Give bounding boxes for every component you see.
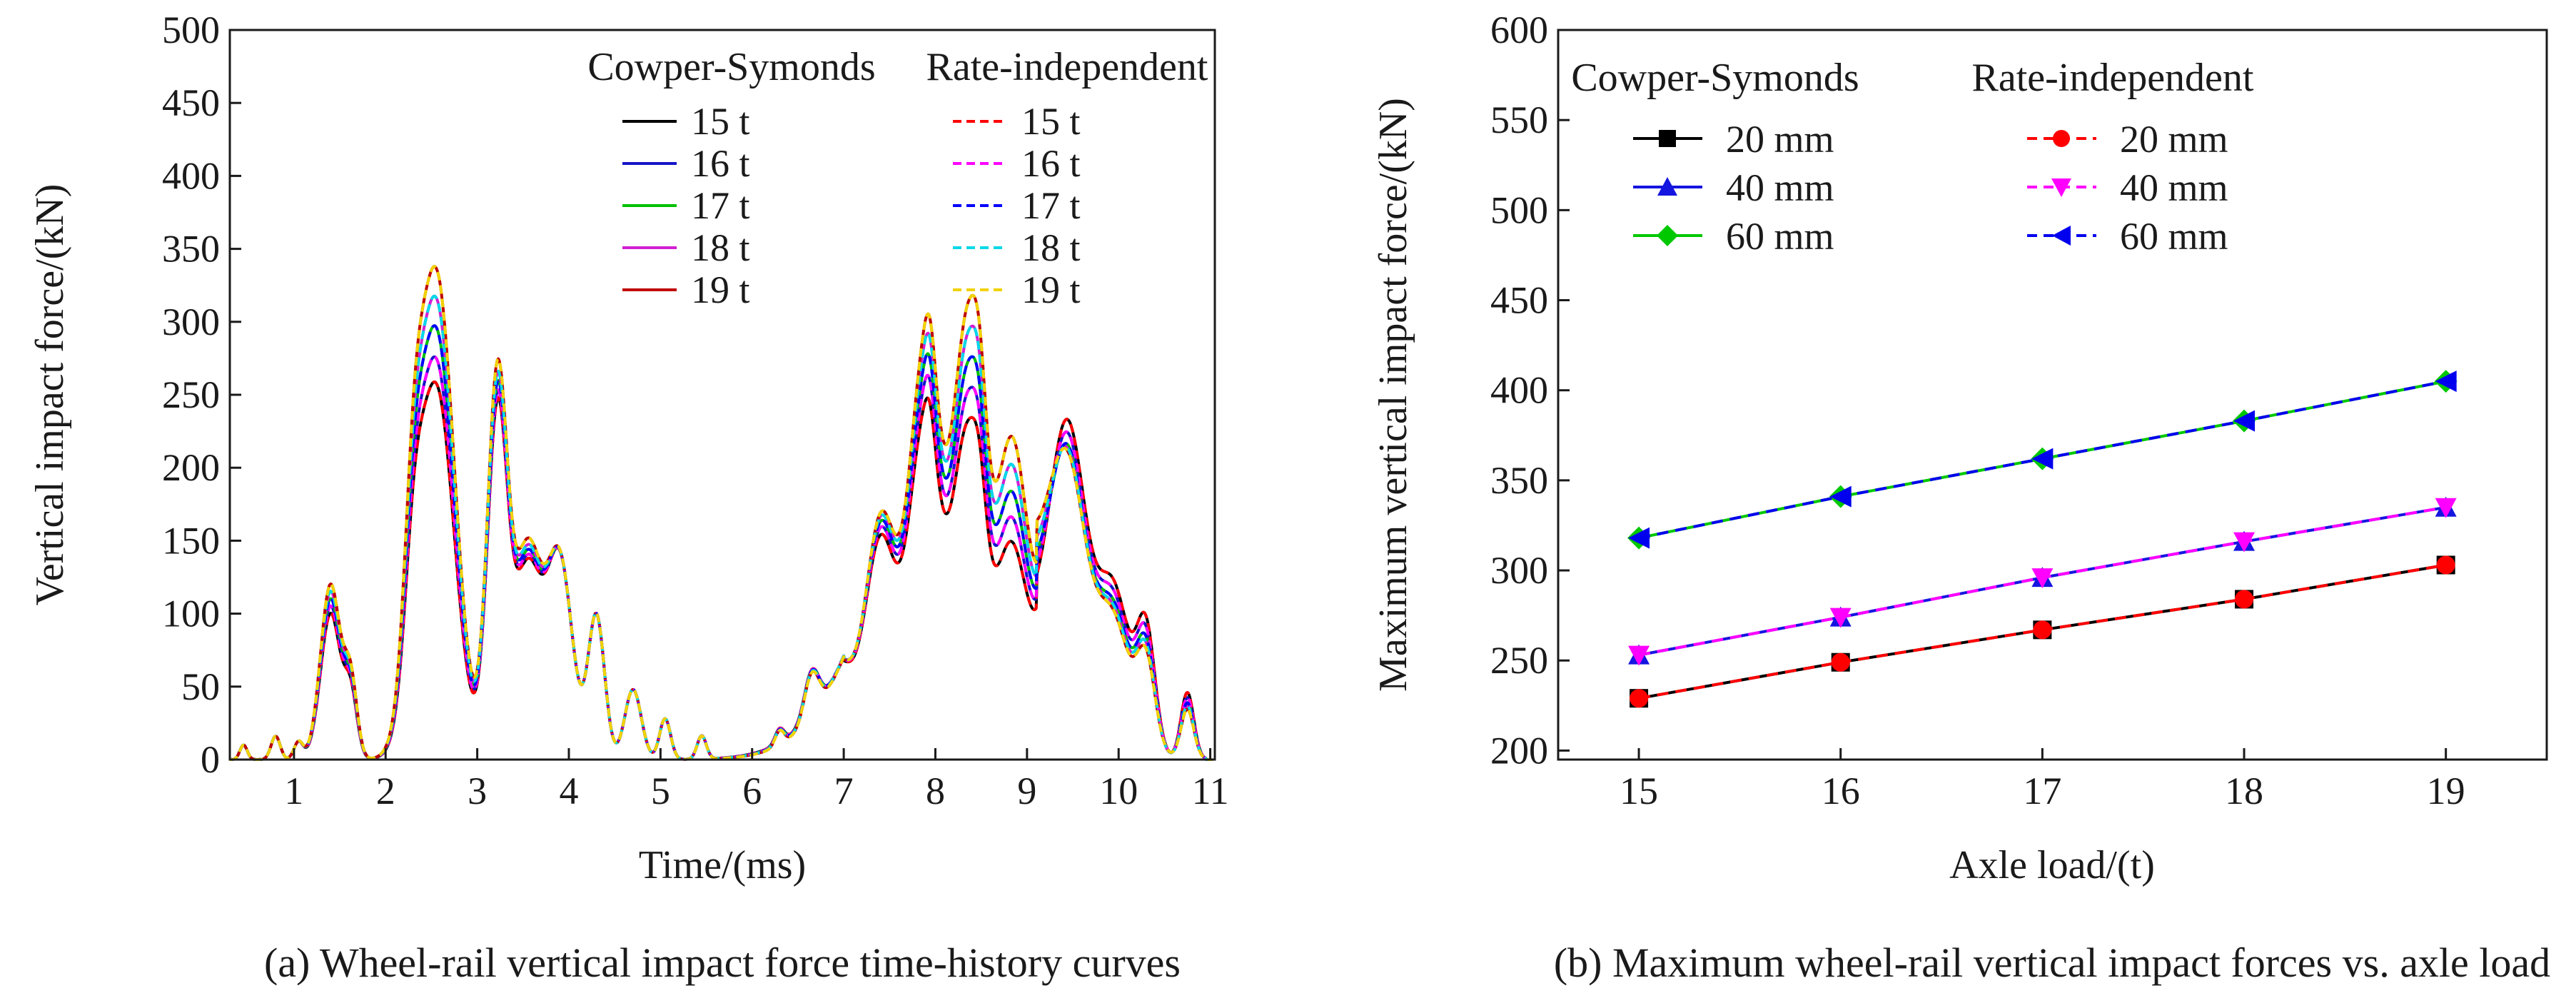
a-legend-label-ri-15t: 15 t bbox=[1021, 100, 1081, 143]
b-legend-marker-ri-40mm bbox=[2051, 178, 2071, 197]
a-y-tick-label: 400 bbox=[162, 154, 220, 197]
b-y-tick-label: 550 bbox=[1490, 99, 1548, 141]
b-axis-ticks: 15 16 17 18 19 200 250 300 350 400 450 500 550 600 bbox=[1490, 9, 2465, 812]
b-point-ri-60mm bbox=[1829, 485, 1852, 508]
b-x-tick-label: 15 bbox=[1620, 770, 1658, 812]
b-y-tick-label: 600 bbox=[1490, 9, 1548, 51]
b-y-tick-label: 350 bbox=[1490, 459, 1548, 502]
b-legend-label-ri-20mm: 20 mm bbox=[2120, 118, 2228, 161]
b-y-tick-label: 300 bbox=[1490, 549, 1548, 592]
a-legend-label-cs-19t: 19 t bbox=[691, 268, 750, 311]
b-point-ri-40mm bbox=[1829, 608, 1852, 628]
b-legend-label-cs-20mm: 20 mm bbox=[1726, 118, 1834, 161]
a-x-tick-label: 9 bbox=[1017, 770, 1036, 812]
a-x-tick-label: 3 bbox=[468, 770, 487, 812]
a-legend-label-cs-16t: 16 t bbox=[691, 142, 750, 185]
panel-b-max-force: 15 16 17 18 19 200 250 300 350 400 450 500 550 600 Ax… bbox=[1371, 9, 2550, 986]
b-legend-label-ri-60mm: 60 mm bbox=[2120, 215, 2228, 258]
b-point-ri-40mm bbox=[2031, 568, 2054, 589]
a-legend-label-cs-15t: 15 t bbox=[691, 100, 750, 143]
b-x-tick-label: 16 bbox=[1822, 770, 1860, 812]
a-x-tick-label: 8 bbox=[926, 770, 945, 812]
a-legend-label-cs-18t: 18 t bbox=[691, 226, 750, 269]
b-point-ri-40mm bbox=[2233, 532, 2256, 553]
b-x-tick-label: 19 bbox=[2427, 770, 2465, 812]
a-x-axis-label: Time/(ms) bbox=[639, 843, 806, 887]
a-y-tick-label: 300 bbox=[162, 301, 220, 343]
a-legend: Cowper-Symonds Rate-independent 15 t 16 … bbox=[587, 45, 1208, 311]
a-y-tick-label: 450 bbox=[162, 81, 220, 124]
b-x-tick-label: 18 bbox=[2225, 770, 2263, 812]
b-point-ri-20mm bbox=[2235, 590, 2254, 609]
a-y-tick-label: 50 bbox=[181, 665, 220, 708]
a-curve-ri-19t bbox=[229, 265, 1213, 761]
b-y-tick-label: 450 bbox=[1490, 279, 1548, 322]
b-legend-marker-cs-20mm bbox=[1659, 130, 1676, 147]
b-point-ri-20mm bbox=[2033, 620, 2052, 640]
a-y-tick-label: 200 bbox=[162, 446, 220, 489]
a-series-curves bbox=[229, 265, 1213, 761]
b-point-ri-40mm bbox=[1628, 645, 1650, 666]
a-axis-ticks: 1 2 3 4 5 6 7 8 9 10 11 0 50 100 150 200 250 300 350 400 450… bbox=[162, 9, 1229, 812]
b-legend-label-cs-40mm: 40 mm bbox=[1726, 166, 1834, 209]
a-legend-label-ri-16t: 16 t bbox=[1021, 142, 1081, 185]
b-point-ri-60mm bbox=[2031, 448, 2054, 470]
b-y-tick-label: 200 bbox=[1490, 729, 1548, 772]
a-y-axis-label: Vertical impact force/(kN) bbox=[28, 184, 72, 606]
a-y-tick-label: 250 bbox=[162, 373, 220, 416]
b-legend-label-cs-60mm: 60 mm bbox=[1726, 215, 1834, 258]
b-legend-marker-cs-60mm bbox=[1657, 225, 1678, 246]
a-x-tick-label: 6 bbox=[742, 770, 762, 812]
b-y-tick-label: 400 bbox=[1490, 369, 1548, 412]
b-x-axis-label: Axle load/(t) bbox=[1949, 843, 2155, 887]
a-x-tick-label: 2 bbox=[376, 770, 395, 812]
b-legend-label-ri-40mm: 40 mm bbox=[2120, 166, 2228, 209]
a-y-tick-label: 350 bbox=[162, 228, 220, 271]
b-y-tick-label: 250 bbox=[1490, 639, 1548, 682]
b-legend-marker-ri-60mm bbox=[2052, 226, 2071, 246]
b-point-ri-60mm bbox=[2233, 410, 2256, 432]
b-series-lines bbox=[1627, 370, 2458, 708]
b-point-ri-40mm bbox=[2435, 498, 2457, 518]
a-legend-label-ri-17t: 17 t bbox=[1021, 184, 1081, 227]
a-x-tick-label: 5 bbox=[651, 770, 670, 812]
b-legend-marker-ri-20mm bbox=[2053, 130, 2070, 147]
a-legend-label-ri-19t: 19 t bbox=[1021, 268, 1081, 311]
a-legend-header-cowper: Cowper-Symonds bbox=[587, 45, 875, 89]
b-legend-header-cowper: Cowper-Symonds bbox=[1571, 56, 1859, 100]
a-x-tick-label: 1 bbox=[284, 770, 303, 812]
a-y-tick-label: 500 bbox=[162, 9, 220, 51]
b-y-tick-label: 500 bbox=[1490, 188, 1548, 231]
a-y-tick-label: 100 bbox=[162, 593, 220, 635]
b-y-axis-label: Maximum vertical impact force/(kN) bbox=[1371, 98, 1415, 692]
a-x-tick-label: 10 bbox=[1099, 770, 1138, 812]
a-x-tick-label: 7 bbox=[834, 770, 854, 812]
a-legend-label-ri-18t: 18 t bbox=[1021, 226, 1081, 269]
b-legend: Cowper-Symonds Rate-independent 20 mm 40… bbox=[1571, 56, 2254, 258]
b-plot-frame bbox=[1557, 29, 2548, 761]
a-x-tick-label: 4 bbox=[559, 770, 578, 812]
a-x-tick-label: 11 bbox=[1192, 770, 1229, 812]
b-point-ri-60mm bbox=[1628, 527, 1650, 549]
a-y-tick-label: 0 bbox=[201, 738, 220, 781]
b-point-ri-60mm bbox=[2435, 371, 2457, 393]
b-point-ri-20mm bbox=[2436, 555, 2455, 575]
panel-a-time-history: 1 2 3 4 5 6 7 8 9 10 11 0 50 100 150 200 250 300 350 400 450… bbox=[28, 9, 1229, 986]
a-legend-label-cs-17t: 17 t bbox=[691, 184, 750, 227]
a-curve-ri-17t bbox=[229, 324, 1213, 761]
b-legend-header-rate: Rate-independent bbox=[1972, 56, 2254, 100]
b-legend-marker-cs-40mm bbox=[1657, 177, 1677, 196]
b-point-ri-20mm bbox=[1831, 652, 1850, 672]
a-y-tick-label: 150 bbox=[162, 519, 220, 562]
a-caption: (a) Wheel-rail vertical impact force tim… bbox=[264, 939, 1181, 986]
b-x-tick-label: 17 bbox=[2023, 770, 2061, 812]
a-legend-header-rate: Rate-independent bbox=[926, 45, 1208, 89]
b-caption: (b) Maximum wheel-rail vertical impact f… bbox=[1554, 939, 2550, 986]
b-point-ri-20mm bbox=[1630, 689, 1649, 708]
